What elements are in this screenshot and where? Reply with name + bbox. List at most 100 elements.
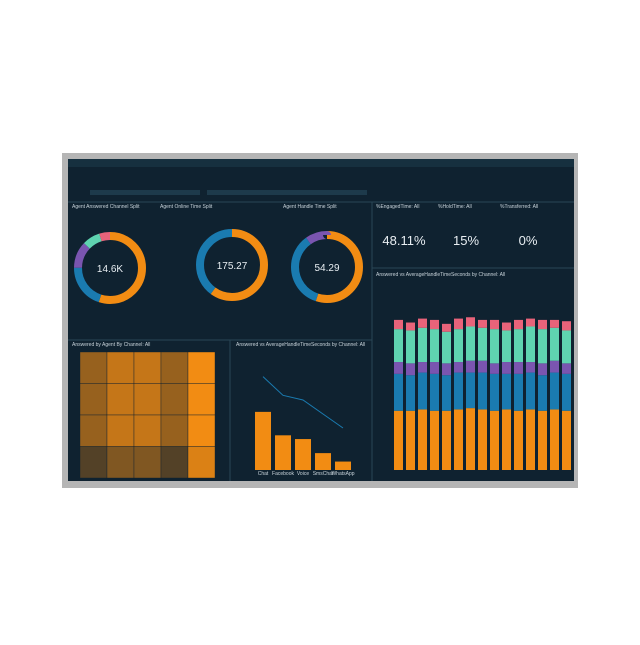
stacked-bar [430,373,439,411]
bar [315,453,331,470]
heatmap-cell [133,383,162,416]
filter[interactable] [90,190,200,195]
stacked-bar [526,318,535,327]
heatmap-cell [187,414,216,447]
stacked-bar [502,373,511,410]
kpi-label: %Transferred: All [500,204,538,210]
heatmap-cell [79,351,108,384]
stacked-bar [562,410,571,470]
stacked-bar [478,327,487,361]
heatmap-cell [187,383,216,416]
stacked-bar [454,329,463,363]
stacked-bar [490,319,499,330]
stacked-bar [418,362,427,373]
x-tick-label: SmsChat [313,471,334,477]
stacked-bar [406,330,415,364]
stacked-bar [430,319,439,330]
stacked-bar [394,329,403,363]
heatmap-cell [106,351,135,384]
stacked-bar [514,362,523,374]
stacked-bar [418,372,427,410]
stacked-bar [562,373,571,411]
kpi-label: %EngagedTime: All [376,204,419,210]
kpi-label: %HoldTime: All [438,204,472,210]
heatmap-cell [160,414,189,447]
stacked-bar [526,326,535,363]
heatmap-cell [160,446,189,479]
x-tick-label: Facebook [272,471,294,477]
x-tick-label: Chat [258,471,269,477]
stacked-bar [526,372,535,410]
kpi-value: 15% [453,233,479,248]
heatmap-cell [79,383,108,416]
panel-title: Agent Answered Channel Split [72,204,140,210]
stacked-bar [550,319,559,328]
panel-title: Agent Handle Time Split [283,204,337,210]
stacked-bar [502,330,511,363]
stacked-bar [466,326,475,361]
x-tick-label: Voice [297,471,309,477]
stacked-bar [406,363,415,376]
heatmap-cell [133,414,162,447]
stacked-bar [526,409,535,470]
panel-title: Answered by Agent By Channel: All [72,342,150,348]
stacked-bar [442,331,451,364]
stacked-bar [538,375,547,411]
donut-center: 54.29 [314,263,339,274]
stacked-bar [406,410,415,470]
stacked-bar [538,329,547,364]
stacked-bar [502,322,511,331]
donut-segment [291,231,363,303]
stacked-bar [514,373,523,411]
x-tick-label: WhatsApp [331,471,354,477]
panel-title: Answered vs AverageHandleTimeSeconds by … [376,272,505,278]
stacked-bar [454,318,463,330]
stacked-bar [478,372,487,410]
stacked-bar [442,323,451,332]
heatmap-cell [106,383,135,416]
stacked-bar [502,409,511,470]
heatmap-cell [79,414,108,447]
donut-center: 14.6K [97,264,123,275]
stacked-bar [466,317,475,327]
stacked-bar [430,362,439,374]
stacked-bar [478,360,487,373]
stacked-bar [454,362,463,373]
panel-title: Answered vs AverageHandleTimeSeconds by … [236,342,365,348]
donut-segment [74,232,146,304]
stacked-bar [550,372,559,410]
stacked-bar [514,410,523,470]
stacked-bar [466,372,475,409]
stacked-bar [478,409,487,470]
stacked-bar [490,373,499,411]
stacked-bar [502,362,511,374]
stacked-bar [514,329,523,363]
stacked-bar [430,329,439,363]
stacked-bar [394,410,403,470]
stacked-bar [442,363,451,376]
heatmap-cell [160,383,189,416]
stacked-bar [394,362,403,374]
stacked-bar [538,363,547,376]
donut-segment [196,229,268,301]
heatmap-cell [133,446,162,479]
stacked-bar [478,319,487,328]
stacked-bar [418,318,427,328]
stacked-bar [394,373,403,411]
heatmap-cell [106,446,135,479]
filter[interactable] [207,190,367,195]
stacked-bar [442,410,451,470]
stacked-bar [394,319,403,330]
stacked-bar [526,362,535,373]
stacked-bar [418,409,427,470]
stacked-bar [406,322,415,331]
kpi-value: 48.11% [382,233,426,248]
stacked-bar [466,408,475,470]
heatmap-cell [160,351,189,384]
stacked-bar [550,327,559,361]
donut-segment [291,231,363,303]
stacked-bar [514,319,523,330]
stacked-bar [418,327,427,363]
donut-center: 175.27 [217,261,248,272]
stacked-bar [430,410,439,470]
